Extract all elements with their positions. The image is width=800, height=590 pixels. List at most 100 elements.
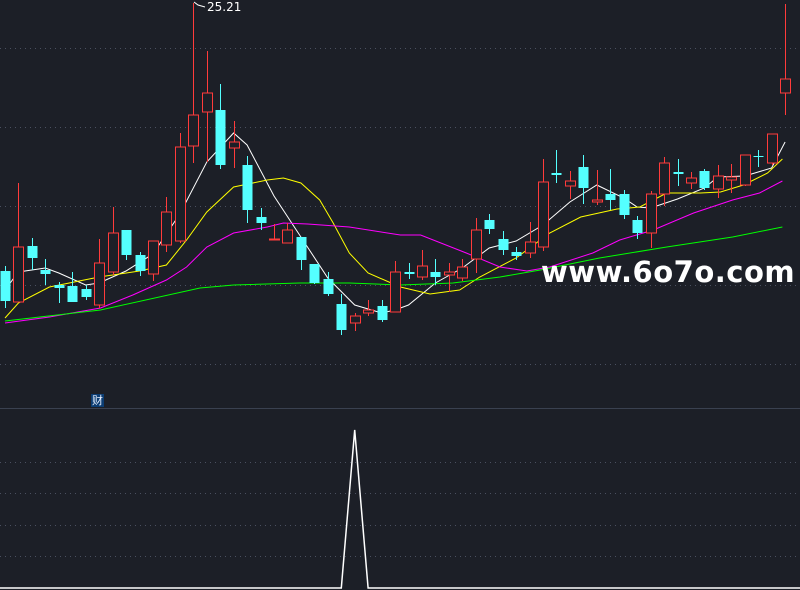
- candle-body: [417, 265, 428, 278]
- candle-body: [551, 173, 562, 175]
- candle: [256, 208, 267, 230]
- candle-body: [565, 180, 576, 187]
- candle-body: [229, 141, 240, 149]
- candle-body: [726, 176, 737, 181]
- candle-body: [202, 92, 213, 113]
- candle-body: [753, 156, 764, 157]
- candle-body: [713, 175, 724, 190]
- candle-body: [296, 237, 307, 260]
- candle: [686, 172, 697, 189]
- candle-body: [632, 220, 643, 233]
- candle-body: [457, 266, 468, 279]
- indicator-panel: [0, 429, 800, 589]
- candle: [417, 250, 428, 280]
- candle-body: [619, 194, 630, 215]
- candle-body: [148, 240, 159, 275]
- candle-body: [350, 315, 361, 324]
- candle-body: [94, 262, 105, 306]
- indicator-tag[interactable]: 财: [91, 394, 104, 407]
- candle-body: [659, 162, 670, 195]
- candle-body: [740, 154, 751, 186]
- candle: [551, 150, 562, 183]
- candle-body: [471, 229, 482, 260]
- watermark: www.6o7o.com: [541, 255, 796, 289]
- candle: [175, 133, 186, 243]
- candle: [713, 165, 724, 198]
- candle-body: [673, 172, 684, 174]
- candle: [498, 231, 509, 255]
- candle-body: [121, 230, 132, 255]
- candle: [336, 294, 347, 335]
- candle: [565, 171, 576, 199]
- candle-body: [40, 270, 51, 274]
- candle-body: [323, 279, 334, 294]
- candle: [673, 159, 684, 186]
- candle-body: [67, 286, 78, 302]
- candle-body: [135, 255, 146, 271]
- candle-body: [578, 167, 589, 188]
- candle: [135, 252, 146, 276]
- max-price-marker: 25.21: [193, 0, 241, 14]
- candle-body: [484, 220, 495, 229]
- candle-body: [444, 271, 455, 276]
- candle-body: [646, 193, 657, 234]
- candle-body: [592, 199, 603, 203]
- candle: [121, 230, 132, 260]
- candle-body: [215, 110, 226, 165]
- candle: [296, 237, 307, 270]
- candle: [430, 259, 441, 285]
- candle-body: [511, 252, 522, 256]
- candle: [484, 214, 495, 234]
- candle: [282, 223, 293, 244]
- candle: [161, 197, 172, 252]
- candle: [67, 272, 78, 302]
- candle-body: [336, 304, 347, 330]
- candle-body: [525, 241, 536, 254]
- candle-body: [780, 78, 791, 94]
- candle-body: [767, 133, 778, 164]
- candle: [646, 191, 657, 248]
- candle-body: [282, 229, 293, 244]
- candle-body: [686, 177, 697, 184]
- candle: [659, 157, 670, 206]
- candle: [404, 263, 415, 279]
- candle-body: [188, 114, 199, 147]
- candle-body: [108, 232, 119, 273]
- candle: [390, 261, 401, 313]
- candle-body: [390, 271, 401, 313]
- candle: [350, 313, 361, 331]
- candle: [511, 247, 522, 260]
- candle-body: [538, 181, 549, 248]
- candle: [780, 4, 791, 115]
- ma-line: [4, 226, 783, 322]
- indicator-line: [0, 429, 800, 589]
- candle: [242, 156, 253, 223]
- candle: [592, 170, 603, 205]
- candle: [108, 207, 119, 275]
- candle-body: [363, 309, 374, 314]
- candle-body: [404, 272, 415, 274]
- candle-body: [269, 238, 280, 241]
- candle: [202, 51, 213, 162]
- candle-body: [175, 146, 186, 242]
- candle-body: [54, 285, 65, 288]
- candle-body: [377, 306, 388, 320]
- candle: [377, 300, 388, 322]
- candle: [148, 240, 159, 281]
- candle: [40, 259, 51, 285]
- candle: [538, 159, 549, 251]
- candle-body: [0, 271, 11, 301]
- candle: [740, 154, 751, 186]
- candle-body: [161, 211, 172, 246]
- candle: [699, 169, 710, 190]
- candle-body: [256, 217, 267, 223]
- candle: [229, 121, 240, 168]
- candle-body: [430, 272, 441, 277]
- candle: [323, 272, 334, 296]
- candle: [0, 266, 11, 308]
- candle-body: [81, 289, 92, 297]
- candle-body: [605, 194, 616, 200]
- candle: [27, 238, 38, 270]
- candle: [632, 216, 643, 239]
